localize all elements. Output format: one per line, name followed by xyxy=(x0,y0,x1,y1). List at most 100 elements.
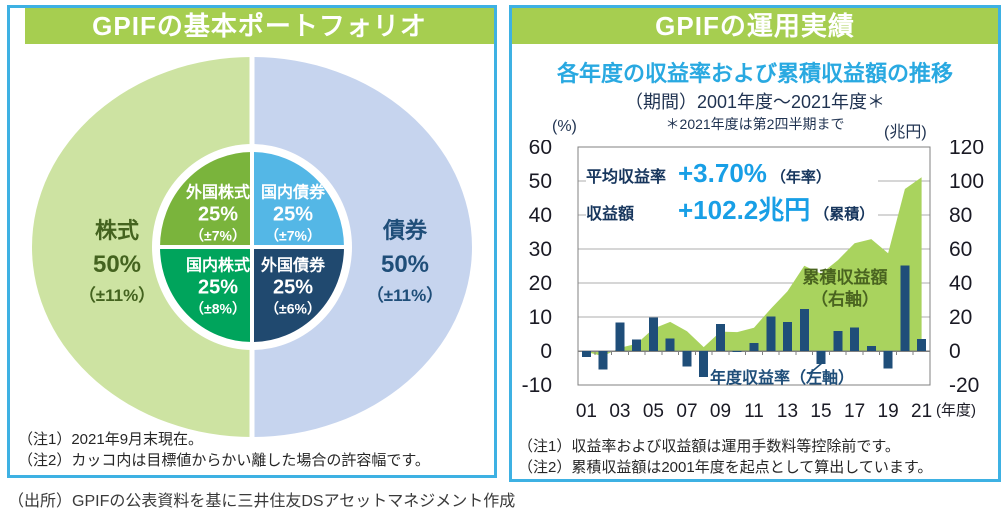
x-axis-year-label: 01 xyxy=(576,401,597,422)
left-axis-tick-label: 40 xyxy=(529,204,552,227)
stock-pct: 50% xyxy=(92,251,142,278)
outer-ring-bond-half xyxy=(252,57,472,437)
annual-return-bar-21 xyxy=(917,339,927,351)
amount-label: 収益額 xyxy=(586,206,635,223)
right-panel-title: GPIFの運用実績 xyxy=(512,8,998,44)
domestic-stock-range: （±8%） xyxy=(190,300,246,317)
area-series-label-line2: （右軸） xyxy=(811,290,879,309)
segment-foreign-stock xyxy=(155,147,254,249)
x-axis-year-label: 11 xyxy=(744,401,764,422)
annual-return-bar-09 xyxy=(716,324,725,351)
right-axis-tick-label: -20 xyxy=(949,374,979,397)
x-axis-year-label: 03 xyxy=(609,401,630,422)
portfolio-donut-chart xyxy=(32,55,472,439)
avg-return-label: 平均収益率 xyxy=(586,169,667,186)
cumulative-amount-row: 収益額 +102.2兆円 （累積） xyxy=(586,190,878,225)
annual-return-bar-19 xyxy=(883,351,893,369)
basic-portfolio-panel: GPIFの基本ポートフォリオ 株式 50% （±11%） 債券 50% （±11… xyxy=(7,5,497,478)
avg-return-row: 平均収益率 +3.70% （年率） xyxy=(586,158,878,190)
label-domestic-bond: 国内債券 25% （±7%） xyxy=(261,184,325,245)
x-axis-year-label: 09 xyxy=(710,401,731,422)
left-panel-title: GPIFの基本ポートフォリオ xyxy=(25,8,494,44)
domestic-bond-label: 国内債券 xyxy=(260,184,326,202)
annual-return-bar-12 xyxy=(766,316,776,351)
right-axis-tick-label: 100 xyxy=(949,170,984,193)
x-axis-year-label: 13 xyxy=(777,401,798,422)
right-axis-tick-label: 40 xyxy=(949,272,972,295)
left-axis-tick-label: 10 xyxy=(529,306,552,329)
foreign-bond-label: 外国債券 xyxy=(260,257,326,275)
foreign-bond-pct: 25% xyxy=(272,276,314,299)
segment-domestic-bond xyxy=(250,147,349,249)
annual-return-bar-20 xyxy=(900,265,910,351)
area-series-label: 累積収益額 （右軸） xyxy=(803,267,888,311)
bond-label: 債券 xyxy=(382,218,428,243)
x-axis-year-label: 07 xyxy=(676,401,697,422)
annual-return-bar-01 xyxy=(581,351,591,358)
annual-return-bar-16 xyxy=(833,330,843,351)
chart-subtitle: 各年度の収益率および累積収益額の推移 xyxy=(556,61,953,86)
x-axis-year-label: 19 xyxy=(878,401,899,422)
area-series-label-line1: 累積収益額 xyxy=(802,268,888,287)
annual-return-bar-08 xyxy=(699,351,709,377)
outer-ring-stock-half xyxy=(32,57,252,437)
left-note-2: （注2）カッコ内は目標値からかい離した場合の許容幅です。 xyxy=(18,452,430,469)
right-note-1: （注1）収益率および収益額は運用手数料等控除前です。 xyxy=(518,438,900,455)
bond-pct: 50% xyxy=(380,251,430,278)
chart-period-note: ＊2021年度は第2四半期まで xyxy=(665,116,845,132)
left-axis-tick-label: 60 xyxy=(529,140,552,159)
stock-label: 株式 xyxy=(94,218,140,243)
right-axis-tick-label: 80 xyxy=(949,204,972,227)
foreign-stock-pct: 25% xyxy=(197,203,239,226)
annual-return-bar-14 xyxy=(799,309,809,351)
right-axis-tick-label: 20 xyxy=(949,306,972,329)
segment-foreign-bond xyxy=(250,245,349,347)
label-bond-half: 債券 50% （±11%） xyxy=(367,215,443,309)
x-axis-year-label: 05 xyxy=(643,401,664,422)
annual-return-bar-05 xyxy=(648,317,658,351)
label-stock-half: 株式 50% （±11%） xyxy=(79,215,155,309)
foreign-stock-range: （±7%） xyxy=(190,227,246,244)
annual-return-bar-18 xyxy=(866,345,876,351)
cumulative-return-area xyxy=(586,177,922,357)
annual-return-bar-07 xyxy=(682,351,692,367)
chart-period: （期間）2001年度～2021年度＊ xyxy=(624,92,886,112)
label-foreign-stock: 外国株式 25% （±7%） xyxy=(186,184,250,245)
bar-label-callout-line xyxy=(808,362,823,375)
right-axis-unit: (兆円) xyxy=(884,124,927,141)
left-axis-tick-label: 0 xyxy=(540,340,552,363)
annual-return-bar-06 xyxy=(665,338,675,351)
annual-return-bar-02 xyxy=(598,351,608,370)
avg-return-value: +3.70% xyxy=(678,158,767,188)
source-attribution: （出所）GPIFの公表資料を基に三井住友DSアセットマネジメント作成 xyxy=(8,493,516,510)
stock-range: （±11%） xyxy=(78,286,156,305)
left-axis-tick-label: -10 xyxy=(522,374,552,397)
domestic-bond-pct: 25% xyxy=(272,203,314,226)
annual-return-bar-11 xyxy=(749,343,759,351)
segment-domestic-stock xyxy=(155,245,254,347)
annual-return-bar-04 xyxy=(632,339,642,351)
left-axis-unit: (%) xyxy=(552,118,577,135)
amount-unit: （累積） xyxy=(814,206,875,223)
left-axis-tick-label: 50 xyxy=(529,170,552,193)
avg-return-unit: （年率） xyxy=(770,169,831,186)
domestic-stock-pct: 25% xyxy=(197,276,239,299)
right-axis-tick-label: 120 xyxy=(949,140,984,159)
foreign-stock-label: 外国株式 xyxy=(185,184,251,202)
domestic-stock-label: 国内株式 xyxy=(185,257,251,275)
left-axis-tick-label: 20 xyxy=(529,272,552,295)
right-axis-tick-label: 0 xyxy=(949,340,961,363)
stats-annotation: 平均収益率 +3.70% （年率） 収益額 +102.2兆円 （累積） xyxy=(586,158,878,225)
left-note-1: （注1）2021年9月末現在。 xyxy=(18,431,204,448)
amount-value: +102.2兆円 xyxy=(678,195,811,225)
right-axis-tick-label: 60 xyxy=(949,238,972,261)
right-note-2: （注2）累積収益額は2001年度を起点として算出しています。 xyxy=(518,459,933,476)
label-foreign-bond: 外国債券 25% （±6%） xyxy=(261,257,325,318)
annual-return-bar-03 xyxy=(615,322,625,351)
left-axis-tick-label: 30 xyxy=(529,238,552,261)
foreign-bond-range: （±6%） xyxy=(265,300,321,317)
x-axis-year-label: 17 xyxy=(844,401,865,422)
domestic-bond-range: （±7%） xyxy=(265,227,321,244)
x-axis-year-label: 21 xyxy=(911,401,932,422)
